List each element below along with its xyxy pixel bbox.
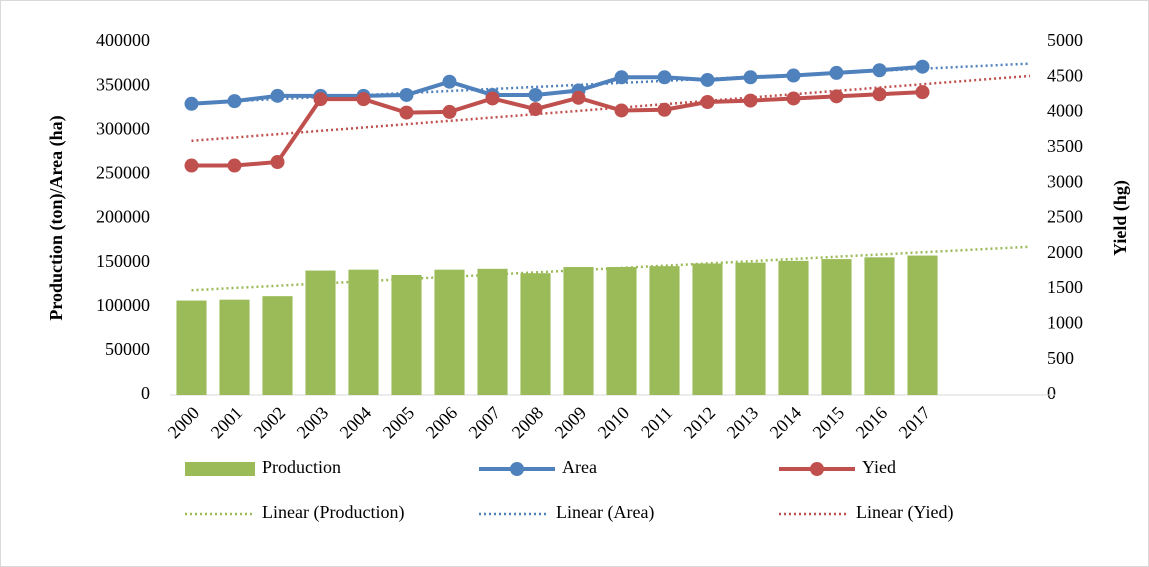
y-tick-label: 350000 bbox=[96, 74, 150, 94]
legend-label: Linear (Area) bbox=[556, 502, 654, 523]
y2-tick-label: 1000 bbox=[1047, 313, 1083, 333]
legend-swatch bbox=[510, 462, 524, 476]
bar bbox=[907, 255, 938, 395]
marker bbox=[614, 103, 629, 118]
y2-tick-label: 5000 bbox=[1047, 30, 1083, 50]
y-tick-label: 100000 bbox=[96, 295, 150, 315]
marker bbox=[270, 155, 285, 170]
bar bbox=[735, 262, 766, 395]
marker bbox=[528, 87, 543, 102]
marker bbox=[227, 158, 242, 173]
bar bbox=[606, 267, 637, 395]
legend-label: Yied bbox=[862, 457, 896, 477]
y2-tick-label: 500 bbox=[1047, 348, 1074, 368]
bar bbox=[692, 263, 723, 395]
y-tick-label: 200000 bbox=[96, 207, 150, 227]
bar bbox=[391, 274, 422, 395]
marker bbox=[442, 104, 457, 119]
bar bbox=[434, 269, 465, 395]
marker bbox=[915, 59, 930, 74]
line bbox=[191, 90, 923, 168]
marker bbox=[829, 65, 844, 80]
y-tick-label: 300000 bbox=[96, 118, 150, 138]
y2-tick-label: 2000 bbox=[1047, 242, 1083, 262]
marker bbox=[657, 102, 672, 117]
line bbox=[191, 64, 923, 106]
y2-tick-label: 4500 bbox=[1047, 65, 1083, 85]
bar bbox=[563, 267, 594, 395]
marker bbox=[657, 70, 672, 85]
marker bbox=[915, 85, 930, 100]
bar bbox=[176, 300, 207, 395]
bar bbox=[262, 296, 293, 395]
bar bbox=[348, 269, 379, 395]
legend-swatch bbox=[810, 462, 824, 476]
y-tick-label: 250000 bbox=[96, 163, 150, 183]
legend-swatch bbox=[185, 462, 255, 476]
legend-label: Production bbox=[262, 457, 341, 477]
marker bbox=[786, 91, 801, 106]
bar bbox=[864, 257, 895, 395]
marker bbox=[399, 87, 414, 102]
marker bbox=[184, 96, 199, 111]
legend-label: Linear (Yied) bbox=[856, 502, 953, 523]
marker bbox=[700, 72, 715, 87]
legend-label: Linear (Production) bbox=[262, 502, 404, 523]
marker bbox=[399, 105, 414, 120]
y-tick-label: 50000 bbox=[105, 339, 150, 359]
y2-tick-label: 4000 bbox=[1047, 101, 1083, 121]
bar bbox=[649, 266, 680, 395]
bar bbox=[778, 260, 809, 395]
marker bbox=[829, 89, 844, 104]
marker bbox=[571, 90, 586, 105]
y-tick-label: 0 bbox=[141, 383, 150, 403]
y2-tick-label: 3500 bbox=[1047, 136, 1083, 156]
marker bbox=[485, 91, 500, 106]
marker bbox=[227, 94, 242, 109]
y-tick-label: 400000 bbox=[96, 30, 150, 50]
marker bbox=[786, 68, 801, 83]
marker bbox=[313, 92, 328, 107]
y2-tick-label: 2500 bbox=[1047, 207, 1083, 227]
y2-tick-label: 0 bbox=[1047, 383, 1056, 403]
bar bbox=[219, 299, 250, 395]
y-axis-title: Production (ton)/Area (ha) bbox=[46, 115, 67, 320]
marker bbox=[614, 70, 629, 85]
marker bbox=[528, 102, 543, 117]
bar bbox=[305, 270, 336, 395]
marker bbox=[743, 93, 758, 108]
y2-tick-label: 3000 bbox=[1047, 171, 1083, 191]
marker bbox=[356, 92, 371, 107]
y2-axis-title: Yield (hg) bbox=[1110, 180, 1131, 256]
marker bbox=[872, 63, 887, 78]
marker bbox=[700, 95, 715, 110]
bar bbox=[821, 259, 852, 395]
marker bbox=[270, 88, 285, 103]
y-tick-label: 150000 bbox=[96, 251, 150, 271]
bar bbox=[520, 273, 551, 395]
marker bbox=[442, 74, 457, 89]
marker bbox=[872, 87, 887, 102]
marker bbox=[184, 158, 199, 173]
y2-tick-label: 1500 bbox=[1047, 277, 1083, 297]
marker bbox=[743, 70, 758, 85]
legend-label: Area bbox=[562, 457, 597, 477]
bar bbox=[477, 268, 508, 395]
